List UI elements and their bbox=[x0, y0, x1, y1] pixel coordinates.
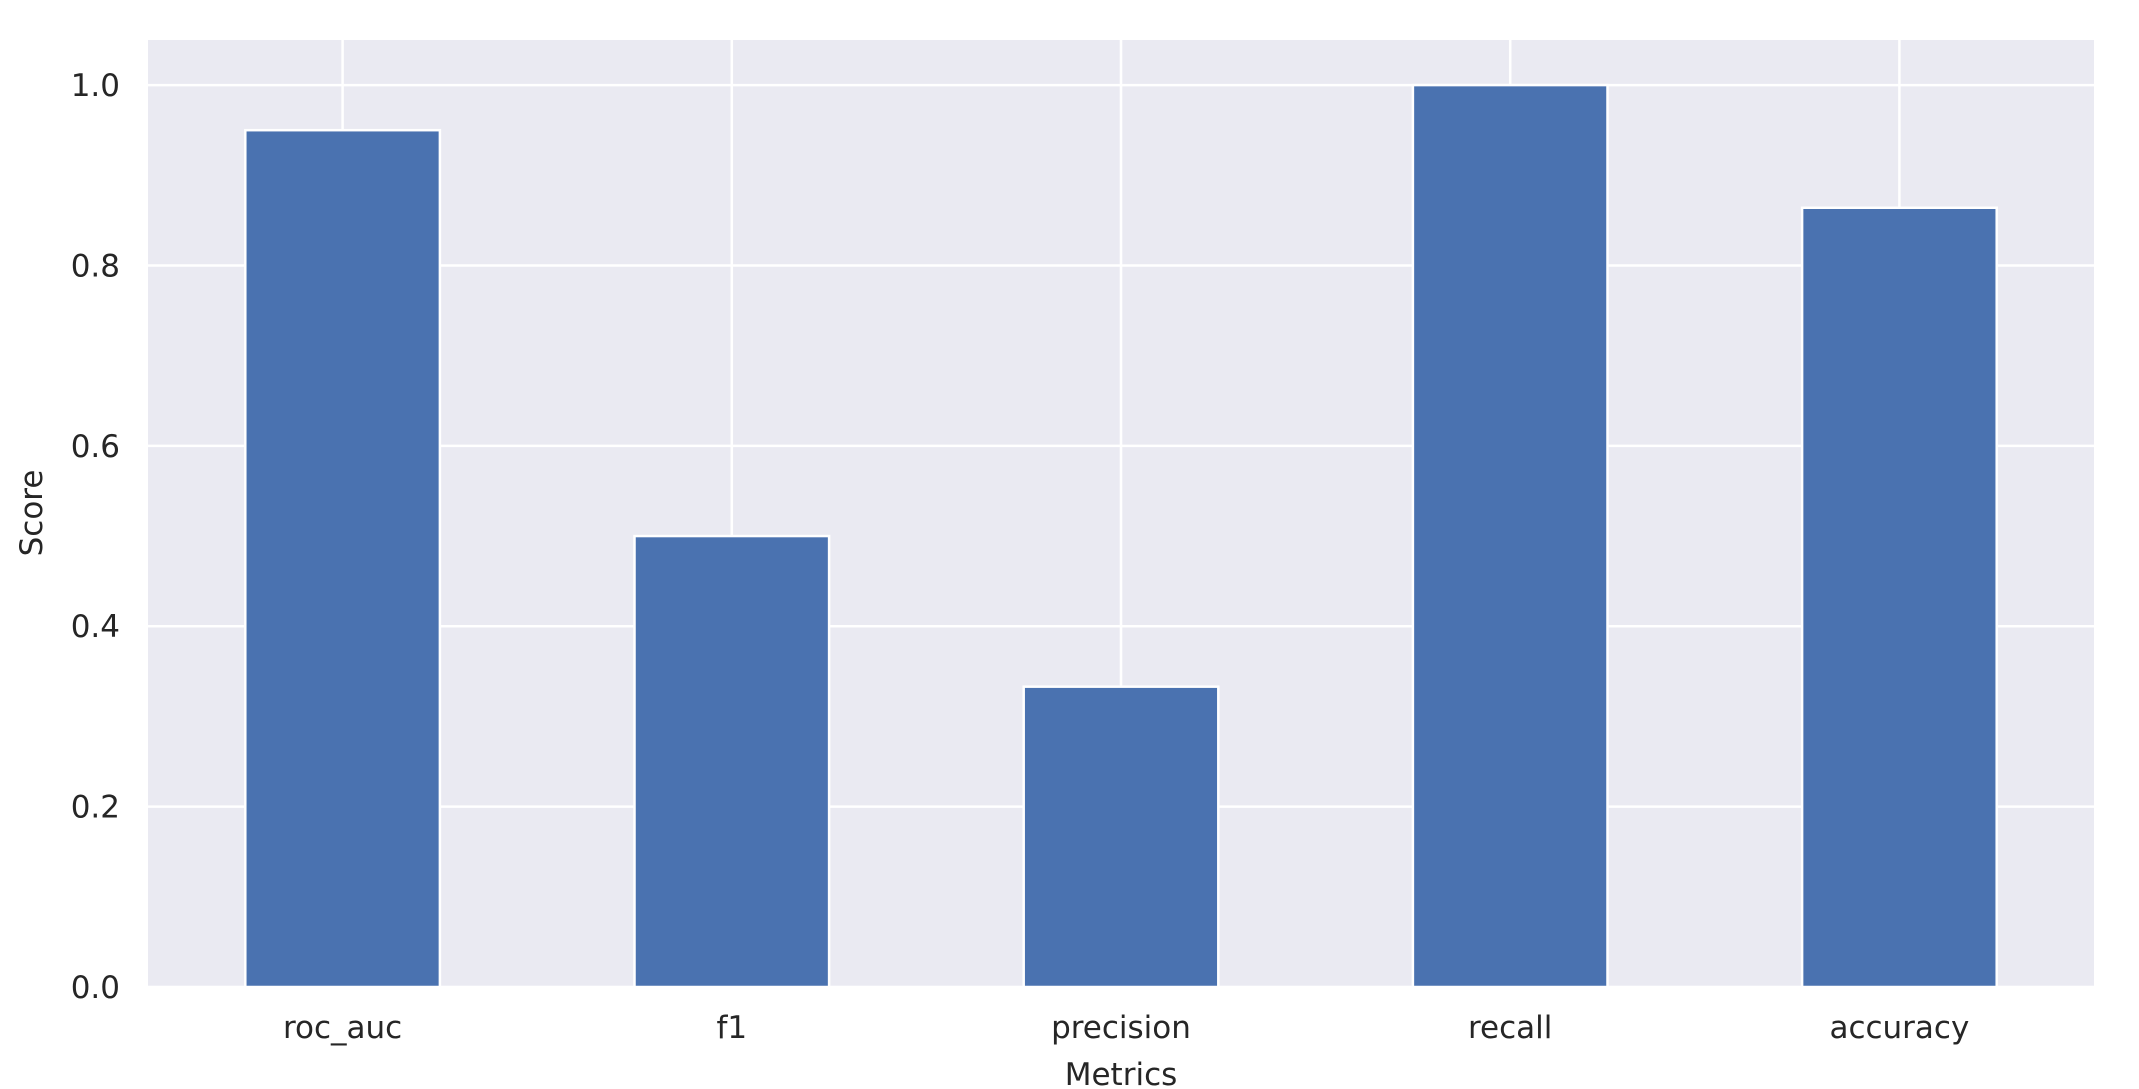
bar-accuracy bbox=[1800, 206, 1998, 989]
y-tick-label: 0.4 bbox=[71, 609, 120, 645]
y-axis-label: Score bbox=[14, 470, 50, 557]
x-tick-label: precision bbox=[1051, 1010, 1191, 1046]
y-tick-label: 0.6 bbox=[71, 429, 120, 465]
y-tick-label: 0.2 bbox=[71, 790, 120, 826]
bar-roc_auc bbox=[244, 128, 442, 989]
bar-precision bbox=[1022, 685, 1220, 989]
x-tick-label: accuracy bbox=[1829, 1010, 1969, 1046]
x-axis-label: Metrics bbox=[1065, 1057, 1178, 1089]
y-tick-label: 0.8 bbox=[71, 248, 120, 284]
x-axis-ticks: roc_auc f1 precision recall accuracy bbox=[283, 1010, 1969, 1046]
y-axis-ticks: 0.0 0.2 0.4 0.6 0.8 1.0 bbox=[71, 68, 120, 1006]
gridlines bbox=[148, 40, 2094, 989]
bars bbox=[244, 83, 1998, 989]
x-tick-label: f1 bbox=[716, 1010, 747, 1046]
y-tick-label: 0.0 bbox=[71, 970, 120, 1006]
y-tick-label: 1.0 bbox=[71, 68, 120, 104]
bar-recall bbox=[1411, 83, 1609, 989]
x-tick-label: roc_auc bbox=[283, 1010, 402, 1046]
bar-f1 bbox=[633, 534, 831, 989]
x-tick-label: recall bbox=[1468, 1010, 1552, 1046]
